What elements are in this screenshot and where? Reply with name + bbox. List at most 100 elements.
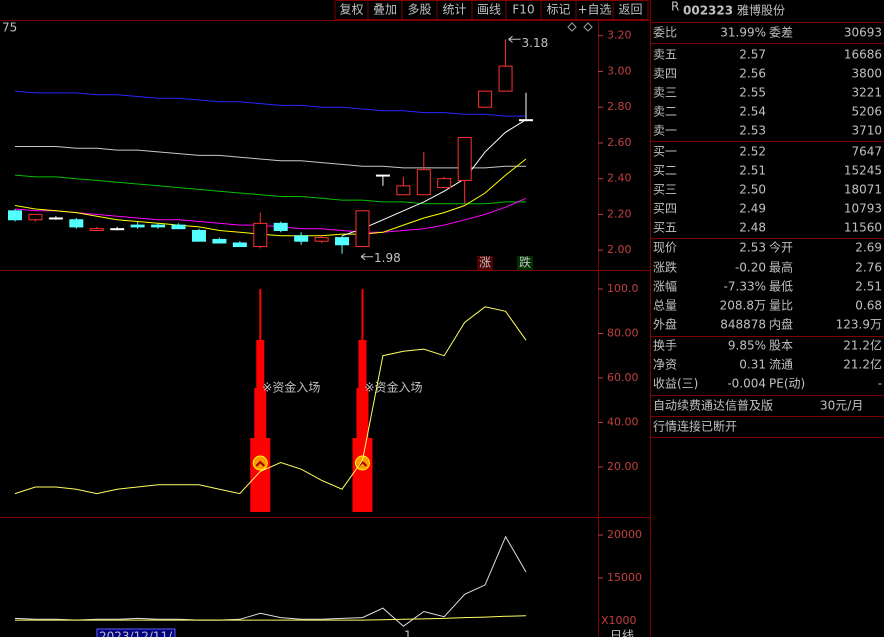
book-label: 卖二 <box>653 105 677 119</box>
series-line <box>14 90 526 117</box>
quote-label: 内盘 <box>769 317 793 332</box>
quote-label: 委差 <box>769 26 793 40</box>
quote-value: 123.9万 <box>836 318 882 332</box>
fall-marker: 跌 <box>519 255 531 270</box>
y-tick-label: 15000 <box>607 571 642 584</box>
period-label: 日线 <box>610 629 634 637</box>
quote-label: PE(动) <box>769 377 805 391</box>
y-tick-label: 100.0 <box>607 282 639 295</box>
toolbar-button[interactable] <box>612 0 649 20</box>
quote-value: -7.33% <box>724 280 766 294</box>
quote-value: 2.53 <box>739 241 766 255</box>
quote-label: 最低 <box>769 280 793 294</box>
book-label: 买四 <box>653 202 677 216</box>
quote-value: 31.99% <box>720 26 766 40</box>
quote-value: 0.68 <box>855 299 882 313</box>
book-price: 2.49 <box>739 202 766 216</box>
book-price: 2.57 <box>739 48 766 62</box>
quote-label: 涨幅 <box>653 279 677 294</box>
y-tick-label: 3.00 <box>607 64 632 77</box>
promo-price: 30元/月 <box>820 399 863 413</box>
quote-value: 208.8万 <box>720 299 766 313</box>
min-arrow <box>360 253 374 261</box>
candle-body <box>273 222 288 231</box>
candle-body <box>416 169 431 196</box>
candle-body <box>110 228 125 231</box>
quote-value: -0.004 <box>727 377 766 391</box>
cursor-label: 1 <box>404 629 412 637</box>
book-volume: 15245 <box>844 164 882 178</box>
book-volume: 7647 <box>851 145 882 159</box>
signal-bar <box>254 388 267 438</box>
rise-marker-bg <box>477 256 493 270</box>
candle-body <box>130 224 145 228</box>
book-volume: 11560 <box>844 221 882 235</box>
candle-body <box>151 224 166 228</box>
toolbar-label: 多股 <box>407 3 431 17</box>
book-price: 2.48 <box>739 221 766 235</box>
book-volume: 10793 <box>844 202 882 216</box>
fall-marker-bg <box>517 256 533 270</box>
book-price: 2.54 <box>739 105 766 119</box>
candle-body <box>294 235 309 242</box>
candle-body <box>232 242 247 248</box>
quote-value: 848878 <box>720 318 766 332</box>
book-price: 2.56 <box>739 67 766 81</box>
book-label: 买一 <box>653 145 677 159</box>
candle-body <box>396 185 411 196</box>
book-price: 2.50 <box>739 183 766 197</box>
y-tick-label: 2.80 <box>607 100 632 113</box>
quote-label: 最高 <box>769 260 793 275</box>
quote-label: 现价 <box>653 241 677 255</box>
toolbar-label: 统计 <box>442 3 466 17</box>
badge: R <box>671 0 679 14</box>
chart-icons <box>567 22 593 32</box>
y-tick-label: 20.00 <box>607 460 639 473</box>
quote-label: 净资 <box>653 358 677 372</box>
series-line <box>15 615 527 621</box>
quote-value: 21.2亿 <box>843 338 882 353</box>
book-volume: 18071 <box>844 183 882 197</box>
quote-value: 30693 <box>844 26 882 40</box>
book-volume: 3221 <box>851 86 882 100</box>
max-arrow <box>508 35 521 43</box>
series-line <box>14 535 527 627</box>
series-line <box>14 174 526 205</box>
book-price: 2.53 <box>739 124 766 138</box>
book-volume: 5206 <box>851 105 882 119</box>
candle-body <box>375 174 390 177</box>
y-tick-label: 80.00 <box>607 326 639 339</box>
min-label: 1.98 <box>374 251 401 265</box>
book-label: 卖三 <box>653 86 677 100</box>
quote-value: 0.31 <box>739 358 766 372</box>
book-price: 2.55 <box>739 86 766 100</box>
candle-body <box>253 222 268 248</box>
quote-value: 2.69 <box>855 241 882 255</box>
quote-label: 股本 <box>769 339 793 353</box>
stock-code: 002323 <box>683 4 733 18</box>
book-volume: 16686 <box>844 48 882 62</box>
candle-body <box>48 217 63 220</box>
candle-body <box>8 210 22 221</box>
y-tick-label: 40.00 <box>607 415 639 428</box>
book-label: 卖四 <box>653 67 677 81</box>
toolbar-label: 返回 <box>618 3 642 17</box>
series-line <box>14 306 527 495</box>
corner-label: 75 <box>2 21 17 35</box>
signal-bar <box>361 289 364 340</box>
y-tick-label: 60.00 <box>607 371 639 384</box>
rise-marker: 涨 <box>479 255 491 270</box>
toolbar-label: 画线 <box>477 3 501 17</box>
signal-bar <box>259 289 262 340</box>
max-label: 3.18 <box>522 36 549 50</box>
quote-label: 流通 <box>769 358 793 372</box>
book-label: 买二 <box>653 164 677 178</box>
candle-body <box>212 238 227 244</box>
y-tick-label: 2.00 <box>607 243 632 256</box>
toolbar-label: 叠加 <box>373 3 397 17</box>
date-box <box>96 628 176 637</box>
y-tick-label: 2.60 <box>607 136 632 149</box>
